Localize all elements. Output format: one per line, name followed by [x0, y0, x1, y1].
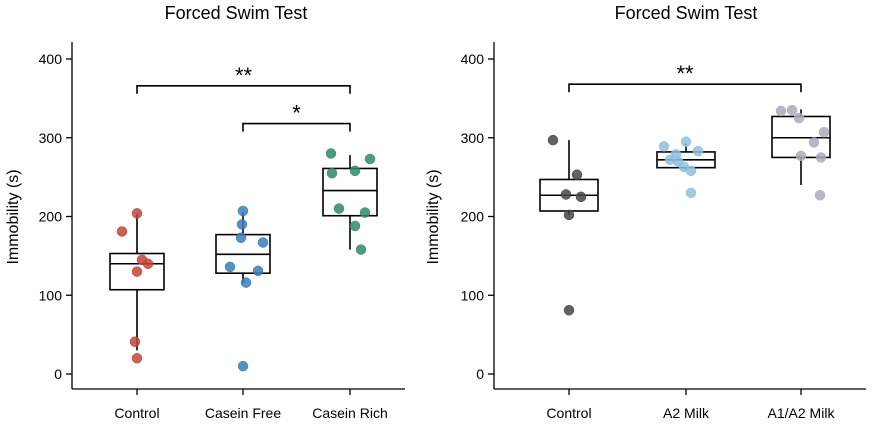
data-point: [237, 205, 249, 217]
data-point: [359, 207, 371, 218]
y-tick-label: 0: [476, 366, 484, 382]
x-tick-label: Casein Rich: [312, 405, 387, 421]
x-tick-label: A2 Milk: [663, 405, 710, 421]
data-point: [236, 219, 248, 230]
significance-label: *: [292, 101, 301, 126]
y-tick-label: 100: [39, 287, 63, 303]
y-tick-label: 300: [461, 130, 485, 146]
significance-bracket: [568, 83, 802, 93]
data-point: [252, 265, 264, 277]
data-point: [349, 165, 361, 177]
data-point: [224, 261, 236, 273]
data-point: [333, 203, 345, 214]
y-axis-label-left: Immobility (s): [5, 169, 22, 264]
y-tick-label: 100: [461, 287, 485, 303]
x-tick-label: Control: [546, 405, 591, 421]
data-point: [775, 105, 787, 117]
x-ticks-right: Control A2 Milk A1/A2 Milk: [546, 389, 835, 421]
data-point: [814, 189, 826, 201]
y-tick-label: 300: [39, 130, 63, 146]
panel-left: Forced Swim Test Immobility (s) 0 100 200 3…: [5, 3, 405, 421]
data-point: [685, 165, 697, 177]
x-tick-label: Casein Free: [205, 405, 281, 421]
data-point: [547, 134, 559, 146]
data-point: [658, 141, 670, 152]
points-right: [547, 104, 830, 316]
x-ticks-left: Control Casein Free Casein Rich: [114, 389, 388, 421]
data-point: [692, 145, 704, 157]
y-ticks-left: 0 100 200 300 400: [39, 51, 72, 382]
data-point: [240, 277, 252, 288]
data-point: [563, 304, 575, 316]
data-point: [685, 187, 697, 199]
data-point: [680, 136, 692, 147]
y-tick-label: 0: [54, 366, 62, 382]
data-point: [575, 191, 587, 203]
points-left: [116, 148, 376, 372]
significance-right: **: [568, 61, 802, 93]
data-point: [818, 126, 830, 138]
data-point: [129, 336, 141, 347]
data-point: [326, 167, 338, 179]
chart-title-left: Forced Swim Test: [165, 3, 308, 23]
boxes-left: [109, 155, 378, 351]
data-point: [560, 189, 572, 200]
data-point: [571, 169, 583, 181]
data-point: [131, 353, 143, 364]
data-point: [795, 150, 807, 162]
significance-bracket: [242, 122, 351, 132]
data-point: [257, 237, 269, 248]
y-axis-label-right: Immobility (s): [425, 169, 442, 264]
y-tick-label: 200: [461, 209, 485, 225]
data-point: [786, 104, 798, 116]
y-ticks-right: 0 100 200 300 400: [461, 51, 494, 382]
chart-title-right: Forced Swim Test: [615, 3, 758, 23]
data-point: [131, 208, 143, 219]
data-point: [563, 209, 575, 221]
x-tick-label: A1/A2 Milk: [768, 405, 836, 421]
data-point: [131, 266, 143, 277]
y-tick-label: 400: [461, 51, 485, 67]
data-point: [815, 152, 827, 163]
panel-right: Forced Swim Test Immobility (s) 0 100 200 3…: [425, 3, 866, 421]
significance-label: **: [235, 63, 253, 88]
data-point: [793, 112, 805, 124]
data-point: [364, 153, 376, 165]
y-tick-label: 200: [39, 209, 63, 225]
data-point: [349, 220, 361, 232]
significance-label: **: [676, 61, 694, 86]
data-point: [808, 137, 820, 148]
data-point: [116, 226, 128, 237]
data-point: [142, 258, 154, 269]
significance-bracket: [136, 84, 351, 94]
data-point: [325, 148, 337, 159]
data-point: [237, 360, 249, 372]
x-tick-label: Control: [114, 405, 159, 421]
data-point: [355, 244, 367, 255]
y-tick-label: 400: [39, 51, 63, 67]
data-point: [235, 232, 247, 244]
significance-left: ***: [136, 63, 351, 132]
